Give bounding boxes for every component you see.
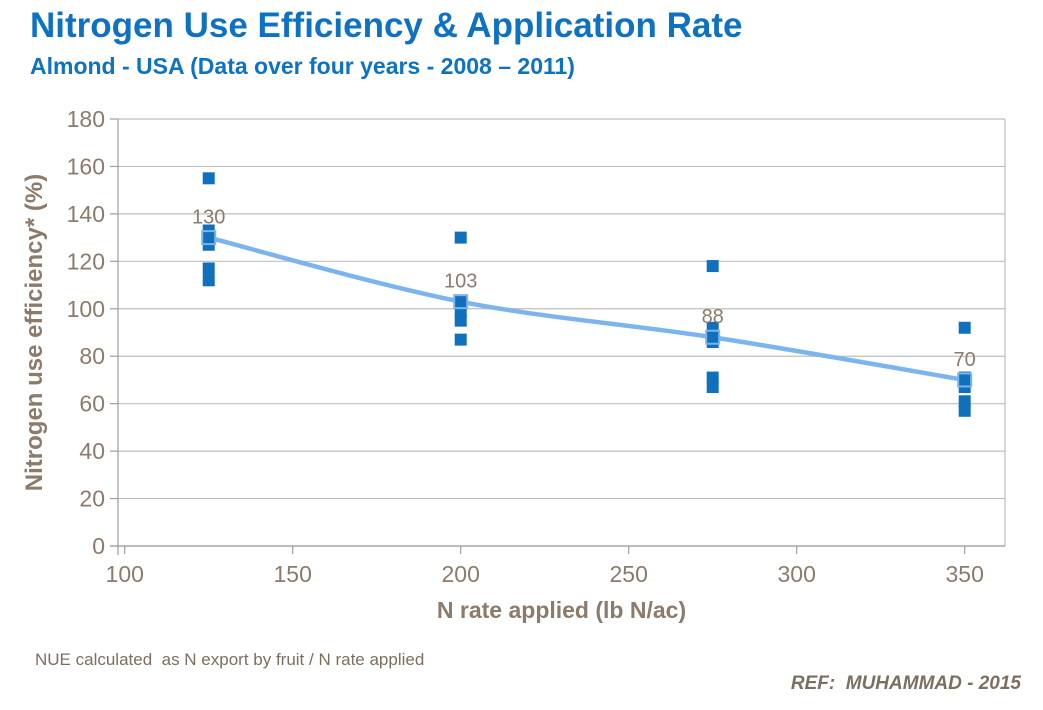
x-tick-label: 100 [106,561,144,587]
data-label: 103 [444,271,477,293]
x-axis-title: N rate applied (lb N/ac) [437,597,686,623]
data-point [706,260,719,273]
data-point [454,333,467,346]
y-tick-label: 80 [79,343,105,369]
reference-citation: REF: MUHAMMAD - 2015 [790,673,1021,694]
data-point [706,371,719,384]
data-point [202,274,215,287]
x-tick-label: 250 [610,561,648,587]
data-point [454,231,467,244]
x-tick-label: 200 [442,561,480,587]
trend-line [206,235,967,383]
footnote-text: NUE calculated as N export by fruit / N … [35,650,425,669]
data-point [958,321,971,334]
trend-point [957,372,973,388]
y-tick-label: 140 [67,201,105,227]
x-tick-label: 150 [274,561,312,587]
y-tick-label: 0 [92,533,105,559]
y-tick-label: 160 [67,153,105,179]
chart-subtitle: Almond - USA (Data over four years - 200… [30,53,575,79]
y-axis-title: Nitrogen use efficiency* (%) [21,174,48,491]
y-tick-label: 180 [67,106,105,132]
chart-title: Nitrogen Use Efficiency & Application Ra… [30,6,743,45]
trend-point [705,329,721,345]
x-tick-label: 350 [945,561,983,587]
trend-point [453,294,469,310]
y-tick-label: 120 [67,248,105,274]
data-point [706,381,719,394]
x-tick-label: 300 [778,561,816,587]
y-tick-label: 100 [67,296,105,322]
data-label: 88 [702,306,724,328]
y-tick-label: 20 [79,486,105,512]
data-point [454,314,467,327]
data-label: 130 [192,207,225,229]
nue-scatter-chart: 0 20 40 60 80 100 120 140 160 180 100 150 200 250 300 3… [21,106,1006,623]
y-tick-label: 40 [79,438,105,464]
data-point [202,262,215,275]
data-label: 70 [954,349,976,371]
trend-point [201,230,217,246]
data-point [958,395,971,408]
data-point [958,404,971,417]
data-point [202,172,215,185]
y-tick-label: 60 [79,391,105,417]
